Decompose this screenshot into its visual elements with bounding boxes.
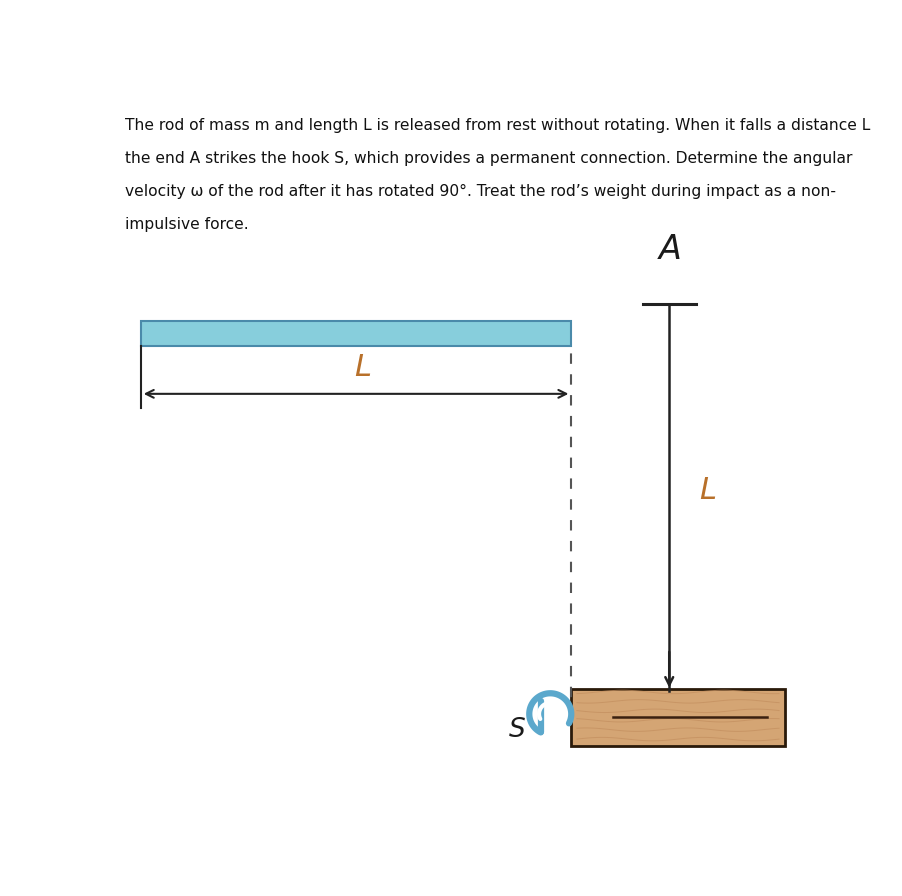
Bar	[571, 689, 784, 745]
Text: the end A strikes the hook S, which provides a permanent connection. Determine t: the end A strikes the hook S, which prov…	[125, 151, 851, 166]
Text: impulsive force.: impulsive force.	[125, 217, 249, 232]
Text: $S$: $S$	[507, 717, 525, 742]
Text: $L$: $L$	[698, 475, 715, 506]
Text: $A$: $A$	[657, 234, 681, 266]
Text: The rod of mass m and length L is released from rest without rotating. When it f: The rod of mass m and length L is releas…	[125, 118, 870, 133]
Text: $L$: $L$	[354, 352, 372, 383]
Bar	[141, 321, 571, 346]
Text: velocity ω of the rod after it has rotated 90°. Treat the rod’s weight during im: velocity ω of the rod after it has rotat…	[125, 184, 835, 199]
